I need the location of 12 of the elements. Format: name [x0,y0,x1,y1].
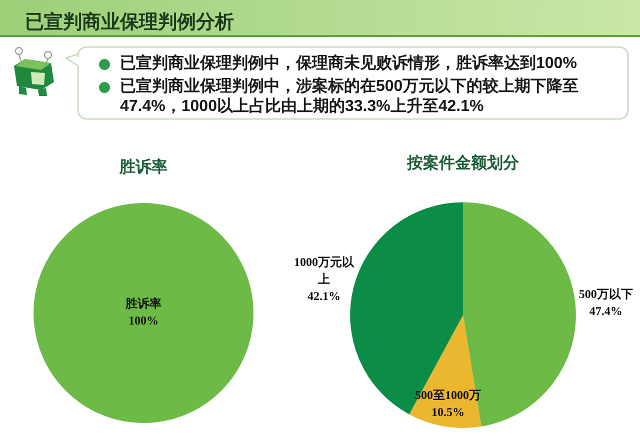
slice-label: 1000万元以上 [294,254,356,286]
data-label: 42.1% [308,288,341,303]
data-label: 100% [128,314,158,328]
text: 已宣判商业保理判例分析 [25,10,234,35]
data-label: 10.5% [432,404,465,419]
slice-label: 胜诉率 [124,296,162,311]
text: 已宣判商业保理判例中，保理商未见败诉情形，胜诉率达到100% [120,55,577,72]
slice-label: 500万以下 [578,286,633,301]
chart-title: 按案件金额划分 [406,152,520,172]
chart-title: 胜诉率 [118,157,168,176]
data-label: 47.4% [589,304,622,318]
text: 已宣判商业保理判例中，涉案标的在500万元以下的较上期下降至47.4%，1000以上占比由上期的33.3%上升至42.1% [120,78,579,115]
